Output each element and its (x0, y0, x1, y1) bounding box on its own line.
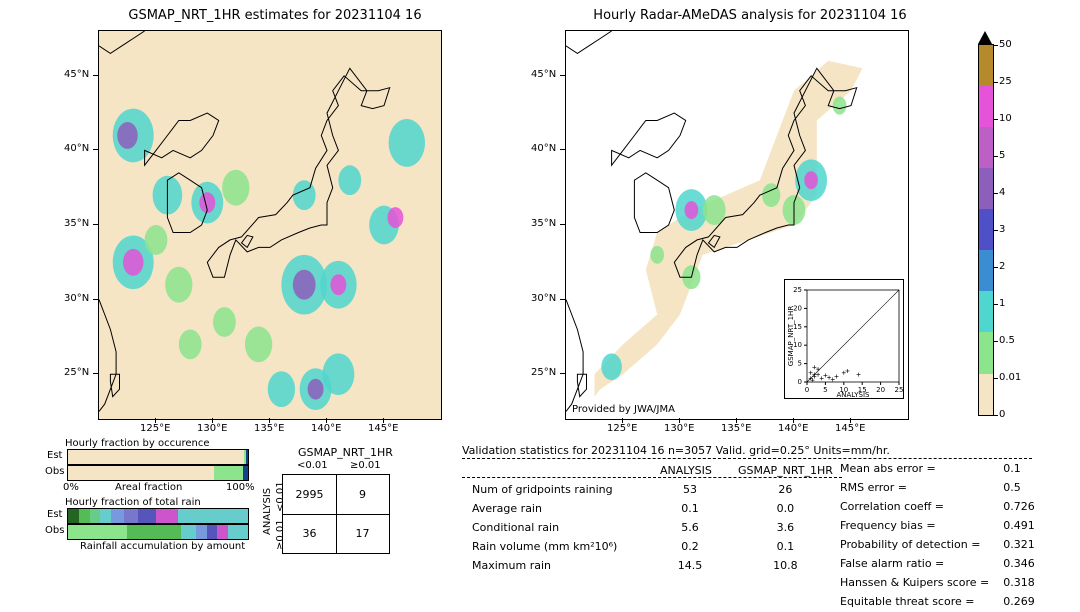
svg-text:ANALYSIS: ANALYSIS (836, 391, 870, 398)
validation-table-right: Mean abs error =0.1RMS error =0.5Correla… (830, 458, 1045, 612)
ct-col1: <0.01 (297, 460, 328, 471)
svg-text:5: 5 (798, 360, 802, 368)
ct-colheader: GSMAP_NRT_1HR (298, 446, 393, 459)
ct-box: 2995 9 36 17 (282, 474, 390, 554)
left-map-svg (99, 31, 441, 419)
ct-cell-00: 2995 (283, 475, 336, 514)
provided-label: Provided by JWA/JMA (572, 404, 675, 415)
colorbar: 502510543210.50.010 (978, 44, 994, 416)
rainfrac-footer: Rainfall accumulation by amount (80, 541, 245, 552)
rf-est-label: Est (47, 509, 62, 520)
svg-text:5: 5 (823, 386, 827, 394)
occ-est-bar (67, 449, 249, 465)
ct-col2: ≥0.01 (350, 460, 381, 471)
ct-cell-10: 36 (283, 514, 336, 553)
colorbar-cap (977, 30, 993, 44)
occ-left-label: 0% (63, 482, 79, 493)
rainfrac-title: Hourly fraction of total rain (65, 497, 201, 508)
occ-mid-label: Areal fraction (115, 482, 182, 493)
ct-cell-11: 17 (336, 514, 389, 553)
scatter-inset: 00551010151520202525ANALYSISGSMAP_NRT_1H… (784, 279, 904, 399)
validation-title: Validation statistics for 20231104 16 n=… (462, 444, 890, 457)
svg-text:0: 0 (798, 378, 802, 386)
scatter-svg: 00551010151520202525ANALYSISGSMAP_NRT_1H… (785, 280, 903, 398)
ct-rowheader: ANALYSIS (262, 488, 273, 535)
svg-text:20: 20 (876, 386, 885, 394)
rf-est-bar (67, 508, 249, 524)
right-map-title: Hourly Radar-AMeDAS analysis for 2023110… (560, 8, 940, 23)
occ-obs-label: Obs (45, 466, 64, 477)
rf-obs-bar (67, 524, 249, 540)
occ-obs-bar (67, 465, 249, 481)
svg-text:25: 25 (793, 286, 802, 294)
svg-text:25: 25 (895, 386, 903, 394)
occ-est-label: Est (47, 450, 62, 461)
occ-right-label: 100% (226, 482, 255, 493)
rf-obs-label: Obs (45, 525, 64, 536)
right-map: 00551010151520202525ANALYSISGSMAP_NRT_1H… (565, 30, 909, 420)
left-map (98, 30, 442, 420)
svg-text:0: 0 (805, 386, 809, 394)
svg-text:GSMAP_NRT_1HR: GSMAP_NRT_1HR (787, 306, 795, 367)
ct-cell-01: 9 (336, 475, 389, 514)
left-map-title: GSMAP_NRT_1HR estimates for 20231104 16 (100, 8, 450, 23)
occurrence-title: Hourly fraction by occurence (65, 438, 209, 449)
